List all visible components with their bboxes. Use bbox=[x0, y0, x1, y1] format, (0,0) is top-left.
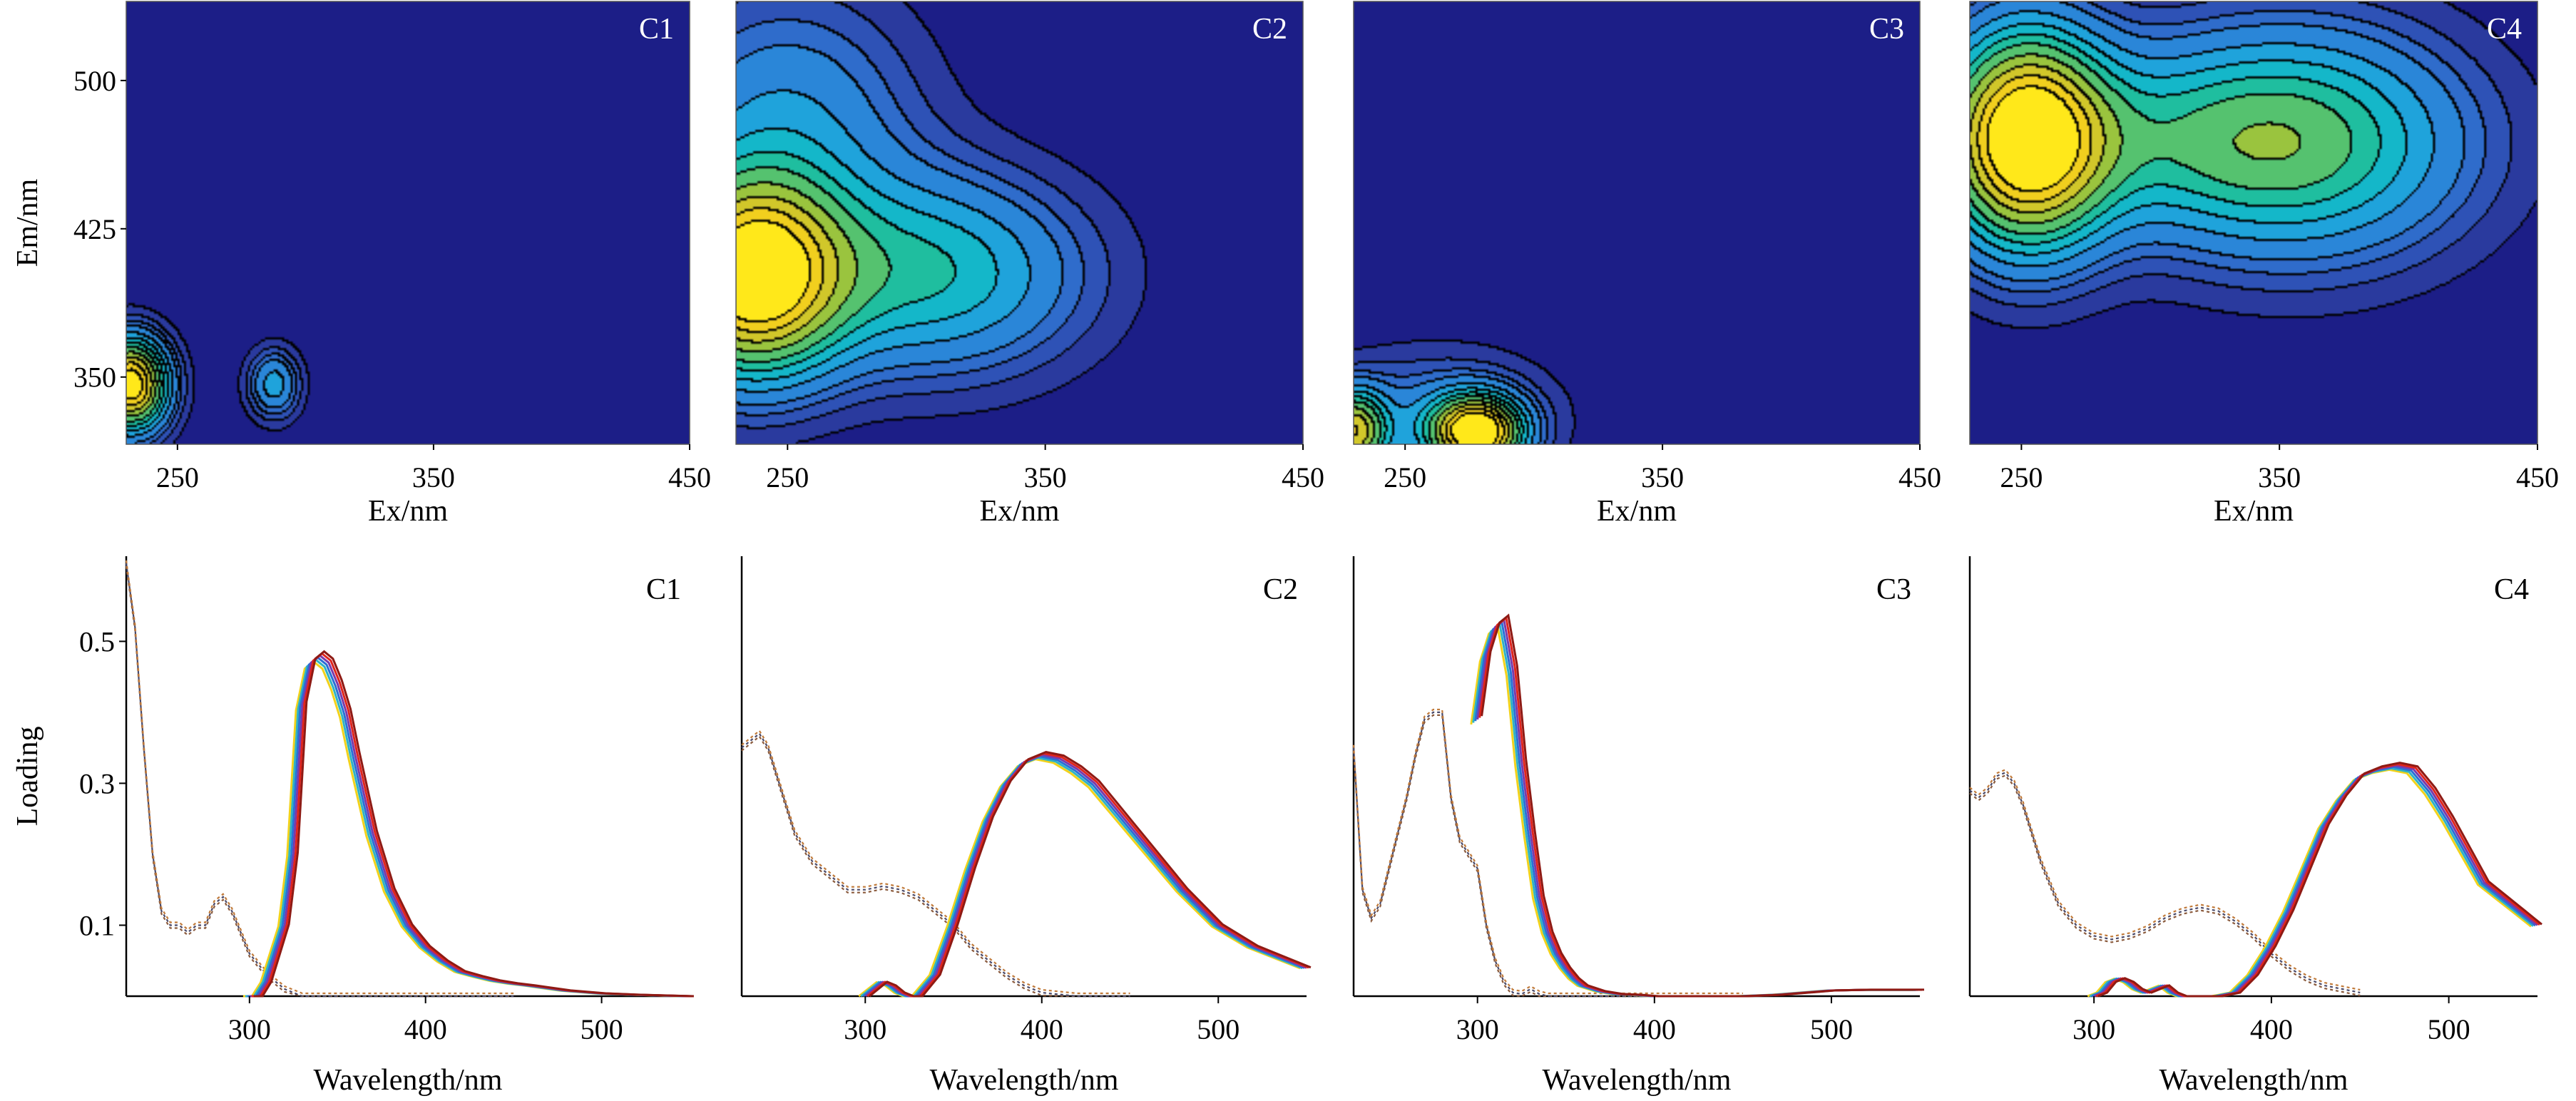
contour-map bbox=[126, 1, 690, 444]
y-tick-label: 0.1 bbox=[79, 909, 115, 941]
x-tick-label: 400 bbox=[1633, 1013, 1676, 1045]
emission-loading-line bbox=[862, 755, 1305, 998]
emission-loading-line bbox=[2095, 763, 2540, 998]
emission-loading-line bbox=[1470, 625, 1914, 998]
x-tick-label: 450 bbox=[1282, 461, 1324, 493]
x-tick-label: 400 bbox=[2250, 1013, 2293, 1045]
x-tick-label: 300 bbox=[1456, 1013, 1499, 1045]
excitation-loading-line bbox=[741, 735, 1130, 998]
emission-loading-line bbox=[2091, 765, 2536, 998]
emission-loading-line bbox=[1474, 620, 1918, 998]
contour-map bbox=[1354, 1, 1920, 444]
emission-loading-line bbox=[251, 652, 692, 998]
emission-loading-line bbox=[2093, 764, 2538, 998]
eem-contour-panel-2: C2 250 350 450 Ex/nm bbox=[735, 1, 1324, 528]
y-tick-label: 500 bbox=[73, 65, 116, 97]
panel-label: C2 bbox=[1252, 13, 1287, 46]
emission-loading-line bbox=[1481, 613, 1924, 998]
x-axis-label: Wavelength/nm bbox=[2160, 1064, 2348, 1097]
x-tick-label: 450 bbox=[1898, 461, 1941, 493]
x-tick-label: 300 bbox=[844, 1013, 886, 1045]
emission-loading-line bbox=[860, 757, 1303, 998]
contour-map bbox=[1970, 1, 2537, 444]
x-tick-label: 250 bbox=[156, 461, 199, 493]
panel-label: C4 bbox=[2494, 573, 2529, 606]
x-tick-label: 300 bbox=[228, 1013, 271, 1045]
emission-loading-line bbox=[247, 656, 688, 998]
emission-loading-line bbox=[1472, 623, 1916, 998]
x-tick-label: 250 bbox=[1384, 461, 1426, 493]
excitation-loading-line bbox=[125, 560, 514, 995]
panel-label: C3 bbox=[1869, 13, 1904, 46]
eem-contour-panel-3: C3 250 350 450 Ex/nm bbox=[1353, 1, 1941, 528]
x-axis-label: Wavelength/nm bbox=[314, 1064, 503, 1097]
x-tick-label: 500 bbox=[581, 1013, 623, 1045]
y-tick-label: 0.3 bbox=[79, 767, 115, 799]
x-tick-label: 350 bbox=[1024, 461, 1067, 493]
panel-label: C3 bbox=[1876, 573, 1911, 606]
emission-loading-line bbox=[2097, 762, 2542, 998]
emission-loading-line bbox=[245, 658, 686, 998]
panel-label: C1 bbox=[646, 573, 681, 606]
x-axis-label: Ex/nm bbox=[1597, 495, 1677, 528]
emission-loading-line bbox=[867, 752, 1309, 998]
excitation-loading-line bbox=[1969, 774, 2361, 997]
x-tick-label: 500 bbox=[1810, 1013, 1853, 1045]
emission-loading-line bbox=[249, 654, 690, 998]
x-tick-label: 450 bbox=[668, 461, 711, 493]
plot-frame bbox=[1969, 1, 2538, 445]
excitation-loading-line bbox=[1352, 711, 1743, 998]
x-tick-label: 350 bbox=[1641, 461, 1684, 493]
excitation-loading-line bbox=[125, 565, 514, 998]
plot-frame bbox=[1353, 1, 1921, 445]
x-axis-label: Ex/nm bbox=[980, 495, 1060, 528]
y-tick-label: 0.5 bbox=[79, 625, 115, 657]
excitation-loading-line bbox=[125, 563, 514, 998]
x-tick-label: 500 bbox=[1197, 1013, 1240, 1045]
y-axis-label: Loading bbox=[11, 727, 44, 826]
excitation-loading-line bbox=[1969, 769, 2361, 991]
x-tick-label: 300 bbox=[2072, 1013, 2115, 1045]
x-tick-label: 500 bbox=[2428, 1013, 2470, 1045]
excitation-loading-line bbox=[1352, 708, 1743, 995]
x-axis-label: Ex/nm bbox=[2214, 495, 2294, 528]
panel-label: C4 bbox=[2487, 13, 2522, 46]
contour-map bbox=[736, 1, 1303, 444]
x-tick-label: 250 bbox=[2000, 461, 2043, 493]
panel-label: C1 bbox=[639, 13, 674, 46]
loading-panel-4: 300 400 500 Wavelength/nm C4 bbox=[1968, 556, 2542, 1097]
plot-frame bbox=[735, 1, 1304, 445]
x-tick-label: 350 bbox=[2258, 461, 2301, 493]
plot-frame bbox=[126, 1, 690, 445]
emission-loading-line bbox=[242, 660, 684, 998]
excitation-loading-line bbox=[1969, 772, 2361, 994]
x-tick-label: 450 bbox=[2516, 461, 2559, 493]
y-axis-label: Em/nm bbox=[11, 178, 44, 267]
emission-loading-line bbox=[253, 650, 694, 998]
excitation-loading-line bbox=[741, 732, 1130, 998]
x-tick-label: 400 bbox=[404, 1013, 447, 1045]
y-tick-label: 350 bbox=[73, 362, 116, 394]
emission-loading-line bbox=[2089, 767, 2534, 998]
emission-loading-line bbox=[864, 754, 1307, 998]
loading-panel-3: 300 400 500 Wavelength/nm C3 bbox=[1352, 556, 1924, 1097]
excitation-loading-line bbox=[1352, 714, 1743, 998]
panel-label: C2 bbox=[1263, 573, 1298, 606]
excitation-loading-line bbox=[741, 729, 1130, 995]
x-axis-label: Wavelength/nm bbox=[930, 1064, 1119, 1097]
emission-loading-line bbox=[869, 751, 1312, 998]
x-tick-label: 350 bbox=[412, 461, 455, 493]
emission-loading-line bbox=[858, 758, 1301, 998]
x-axis-label: Ex/nm bbox=[368, 495, 448, 528]
eem-contour-panel-4: C4 250 350 450 Ex/nm bbox=[1969, 1, 2559, 528]
x-tick-label: 400 bbox=[1021, 1013, 1063, 1045]
loading-panel-2: 300 400 500 Wavelength/nm C2 bbox=[740, 556, 1312, 1097]
x-tick-label: 250 bbox=[766, 461, 809, 493]
y-tick-label: 425 bbox=[73, 213, 116, 245]
emission-loading-line bbox=[2087, 768, 2532, 998]
loading-panel-1: 300 400 500 Wavelength/nm 0.1 0.3 0.5 Loading C1 bbox=[11, 556, 694, 1097]
x-axis-label: Wavelength/nm bbox=[1543, 1064, 1732, 1097]
